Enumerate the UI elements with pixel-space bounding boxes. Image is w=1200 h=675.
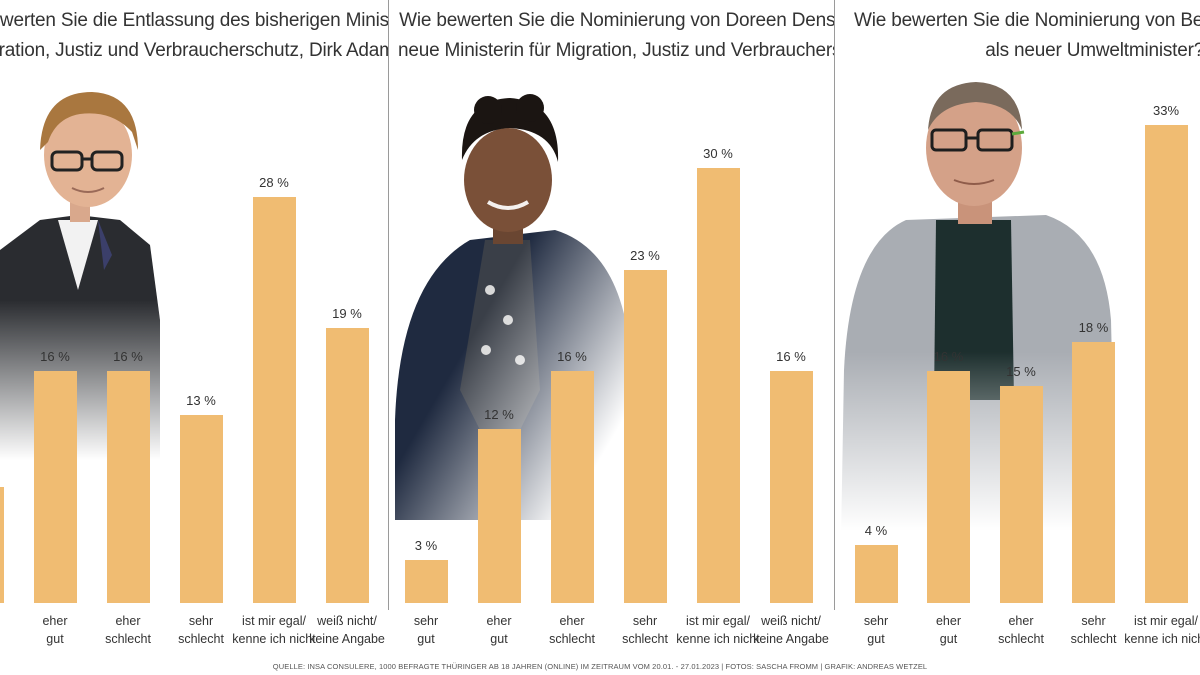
category-label: eher gut (486, 614, 512, 646)
bar-3 (1072, 342, 1115, 603)
category-label: ist mir egal/ kenne ich nicht (676, 614, 760, 646)
portrait-man-grey-jacket-image (836, 70, 1126, 540)
bar-3 (623, 269, 667, 603)
bar-value-label: 16 % (933, 349, 964, 364)
category-label: sehr gut (413, 614, 439, 646)
bar-4 (696, 168, 740, 603)
bar-value-label: 18 % (1078, 320, 1109, 335)
chart-panel-denstaedt: Wie bewerten Sie die Nominierung von Dor… (390, 0, 834, 660)
bar-value-label: 16 % (40, 349, 70, 364)
chart-title: Wie bewerten Sie die Nominierung von Dor… (398, 10, 834, 61)
bar-value-label: 15 % (1006, 363, 1036, 379)
category-label: weiß nicht/ keine Angabe (309, 614, 385, 646)
category-label: sehr schlecht (178, 614, 224, 646)
bar-0 (404, 559, 448, 603)
bar-value-label: 16 % (776, 349, 806, 364)
bar-2 (106, 371, 150, 603)
category-label: sehr schlecht (622, 614, 668, 646)
panel-divider-1 (388, 0, 389, 610)
bar-0 (0, 487, 4, 603)
chart-panel-stengele: Wie bewerten Sie die Nominierung von Ber… (836, 0, 1200, 660)
bar-5 (769, 371, 813, 603)
bar-value-label: 13 % (186, 392, 216, 408)
bar-value-label: 3 % (414, 537, 438, 553)
chart-title: Wie bewerten Sie die Entlassung des bish… (0, 10, 388, 61)
panel-divider-2 (834, 0, 835, 610)
bar-value-label: 16 % (113, 349, 143, 364)
bar-value-label: 19 % (332, 305, 362, 321)
source-credit: QUELLE: INSA CONSULERE, 1000 BEFRAGTE TH… (272, 662, 928, 671)
bar-value-label: 28 % (259, 175, 289, 190)
bar-4 (1144, 124, 1188, 603)
category-label: weiß nicht/ keine Angabe (753, 614, 829, 646)
category-label: ist mir egal/ kenne ich nicht (232, 614, 316, 646)
category-label: ist mir egal/ kenne ich nicht (1124, 614, 1200, 646)
category-label: eher gut (42, 614, 68, 646)
bar-1 (477, 429, 521, 603)
bar-1 (33, 371, 77, 603)
category-label: eher schlecht (998, 614, 1044, 646)
bar-2 (550, 371, 594, 603)
bar-value-label: 23 % (630, 247, 660, 263)
bar-0 (854, 545, 898, 603)
category-label: eher gut (935, 614, 962, 646)
bar-4 (252, 197, 296, 603)
bar-1 (927, 371, 970, 603)
bar-3 (179, 414, 223, 603)
bar-value-label: 33% (1152, 102, 1180, 118)
category-label: sehr gut (863, 614, 889, 646)
category-label: sehr schlecht (1070, 614, 1117, 646)
chart-title: Wie bewerten Sie die Nominierung von Ber… (854, 10, 1200, 61)
bar-value-label: 12 % (484, 407, 514, 422)
category-label: eher schlecht (105, 614, 151, 646)
bar-value-label: 4 % (864, 523, 888, 538)
bar-5 (325, 327, 369, 603)
bar-value-label: 30 % (703, 146, 733, 161)
category-label: eher schlecht (549, 614, 595, 646)
bar-2 (999, 385, 1043, 603)
chart-panel-adams: Wie bewerten Sie die Entlassung des bish… (0, 0, 388, 660)
bar-value-label: 16 % (557, 349, 587, 364)
